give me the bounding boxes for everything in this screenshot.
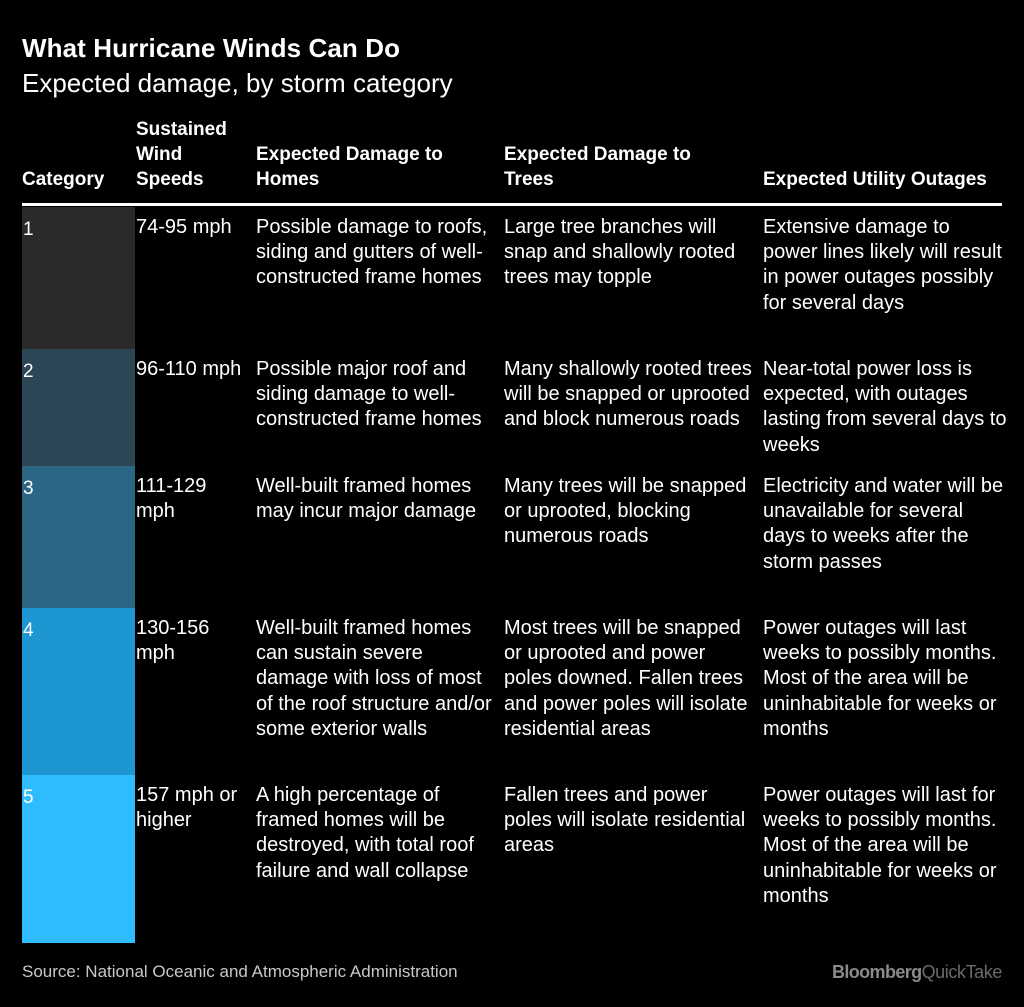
bloomberg-quicktake-logo: BloombergQuickTake bbox=[832, 962, 1002, 983]
category-color-swatch bbox=[22, 466, 135, 608]
homes-damage-cell: Well-built framed homes can sustain seve… bbox=[256, 617, 492, 740]
header-wind-speeds: Sustained Wind Speeds bbox=[136, 119, 227, 190]
table-header: Category Sustained Wind Speeds Expected … bbox=[22, 118, 1002, 200]
category-color-swatch bbox=[22, 775, 135, 943]
source-note: Source: National Oceanic and Atmospheric… bbox=[22, 962, 458, 981]
trees-damage-cell: Many shallowly rooted trees will be snap… bbox=[504, 358, 752, 431]
logo-quicktake-text: QuickTake bbox=[921, 962, 1003, 982]
wind-speed-cell: 74-95 mph bbox=[136, 216, 232, 238]
homes-damage-cell: Possible major roof and siding damage to… bbox=[256, 358, 482, 431]
category-number: 1 bbox=[23, 219, 34, 240]
utility-outage-cell: Electricity and water will be unavailabl… bbox=[763, 475, 1004, 573]
category-color-swatch bbox=[22, 608, 135, 775]
header-category: Category bbox=[22, 169, 105, 190]
utility-outage-cell: Power outages will last for weeks to pos… bbox=[763, 784, 997, 907]
wind-speed-cell: 130-156 mph bbox=[136, 617, 210, 665]
header-utility-outages: Expected Utility Outages bbox=[763, 169, 987, 190]
trees-damage-cell: Most trees will be snapped or uprooted a… bbox=[504, 617, 748, 740]
category-number: 3 bbox=[23, 478, 34, 499]
category-color-swatch bbox=[22, 207, 135, 349]
category-number: 5 bbox=[23, 787, 34, 808]
homes-damage-cell: A high percentage of framed homes will b… bbox=[256, 784, 474, 882]
table-row: 5 157 mph or higher A high percentage of… bbox=[0, 775, 1024, 943]
wind-speed-cell: 96-110 mph bbox=[136, 358, 242, 380]
chart-title: What Hurricane Winds Can Do bbox=[22, 33, 401, 63]
trees-damage-cell: Many trees will be snapped or uprooted, … bbox=[504, 475, 747, 548]
table-row: 1 74-95 mph Possible damage to roofs, si… bbox=[0, 207, 1024, 349]
wind-speed-cell: 111-129 mph bbox=[136, 475, 207, 523]
category-number: 4 bbox=[23, 620, 34, 641]
utility-outage-cell: Extensive damage to power lines likely w… bbox=[763, 216, 1002, 314]
homes-damage-cell: Well-built framed homes may incur major … bbox=[256, 475, 477, 523]
trees-damage-cell: Fallen trees and power poles will isolat… bbox=[504, 784, 746, 857]
header-damage-homes: Expected Damage to Homes bbox=[256, 144, 443, 190]
header-divider bbox=[22, 203, 1002, 206]
header-damage-trees: Expected Damage to Trees bbox=[504, 144, 691, 190]
table-row: 3 111-129 mph Well-built framed homes ma… bbox=[0, 466, 1024, 608]
utility-outage-cell: Power outages will last weeks to possibl… bbox=[763, 617, 997, 740]
category-color-swatch bbox=[22, 349, 135, 466]
table-body: 1 74-95 mph Possible damage to roofs, si… bbox=[0, 207, 1024, 943]
trees-damage-cell: Large tree branches will snap and shallo… bbox=[504, 216, 736, 289]
utility-outage-cell: Near-total power loss is expected, with … bbox=[763, 358, 1007, 456]
table-row: 4 130-156 mph Well-built framed homes ca… bbox=[0, 608, 1024, 775]
table-row: 2 96-110 mph Possible major roof and sid… bbox=[0, 349, 1024, 466]
category-number: 2 bbox=[23, 361, 34, 382]
chart-subtitle: Expected damage, by storm category bbox=[22, 68, 453, 98]
homes-damage-cell: Possible damage to roofs, siding and gut… bbox=[256, 216, 488, 289]
logo-bloomberg-text: Bloomberg bbox=[831, 962, 922, 982]
wind-speed-cell: 157 mph or higher bbox=[136, 784, 238, 832]
